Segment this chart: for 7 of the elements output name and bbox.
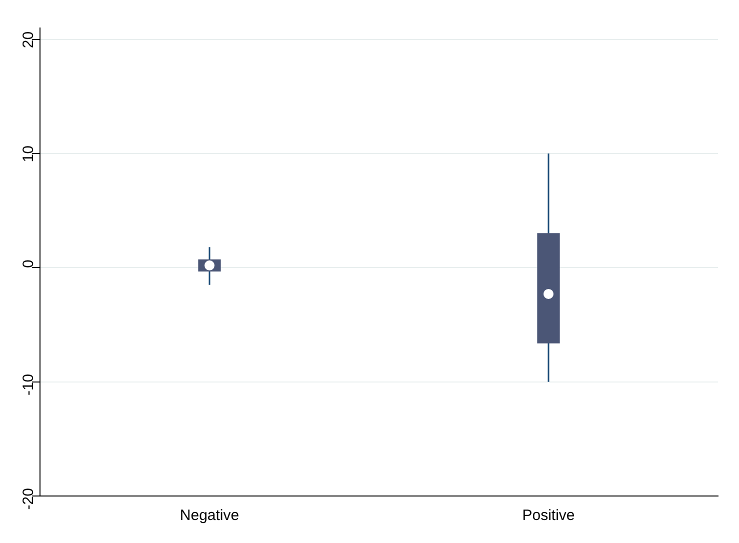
x-tick-label: Negative (180, 507, 240, 524)
y-tick-label: -20 (20, 488, 38, 510)
y-tick-label: 0 (20, 260, 38, 268)
y-tick-label: -10 (20, 374, 38, 396)
x-tick-label: Positive (522, 507, 575, 524)
y-tick-label: 20 (20, 31, 38, 48)
y-tick-label: 10 (20, 146, 38, 162)
